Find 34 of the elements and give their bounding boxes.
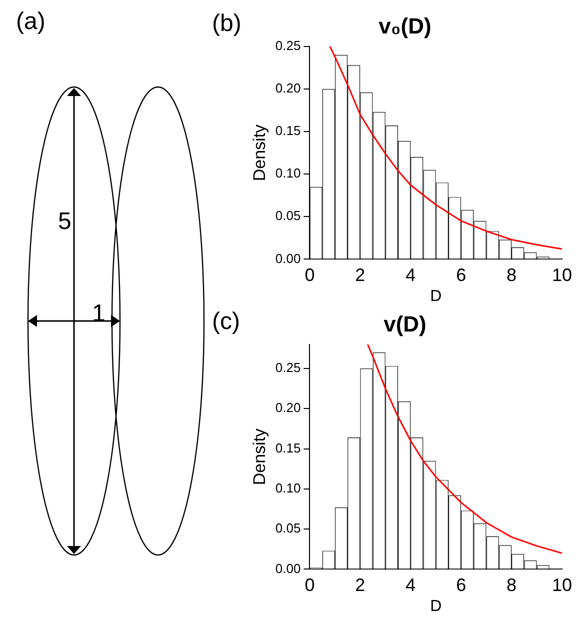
y-tick-label: 0.25 [275, 38, 301, 53]
x-tick-label: 8 [506, 574, 517, 595]
y-tick-label: 0.05 [275, 520, 301, 536]
x-tick-label: 10 [552, 264, 572, 285]
y-tick-label: 0.25 [275, 360, 301, 376]
x-tick-label: 4 [406, 574, 416, 595]
x-axis-title: D [430, 598, 442, 615]
x-tick-label: 8 [506, 264, 517, 285]
y-tick-label: 0.10 [275, 480, 301, 496]
y-tick-label: 0.15 [275, 440, 301, 456]
y-tick-label: 0.00 [275, 560, 301, 576]
x-tick-label: 2 [355, 264, 366, 285]
text: (c) [212, 308, 240, 336]
x-axis-title: D [430, 288, 442, 305]
x-tick-label: 10 [552, 574, 572, 595]
chart-title: v₀(D) [378, 13, 432, 38]
x-tick-label: 2 [355, 574, 366, 595]
chart-title: v(D) [384, 311, 426, 336]
x-tick-label: 0 [304, 264, 315, 285]
text: (a) [16, 8, 46, 36]
y-tick-label: 0.20 [275, 80, 301, 96]
y-axis-title: Density [250, 124, 269, 182]
x-tick-label: 6 [456, 574, 466, 595]
text: (b) [212, 10, 242, 38]
x-tick-label: 4 [406, 264, 416, 285]
y-tick-label: 0.00 [275, 250, 301, 266]
text: 5 [58, 208, 72, 236]
y-axis-title: Density [250, 428, 269, 486]
y-tick-label: 0.05 [275, 208, 301, 224]
y-tick-label: 0.15 [275, 123, 301, 138]
y-tick-label: 0.20 [275, 400, 301, 416]
x-tick-label: 0 [304, 574, 315, 595]
y-tick-label: 0.10 [275, 166, 301, 181]
x-tick-label: 6 [456, 264, 466, 285]
